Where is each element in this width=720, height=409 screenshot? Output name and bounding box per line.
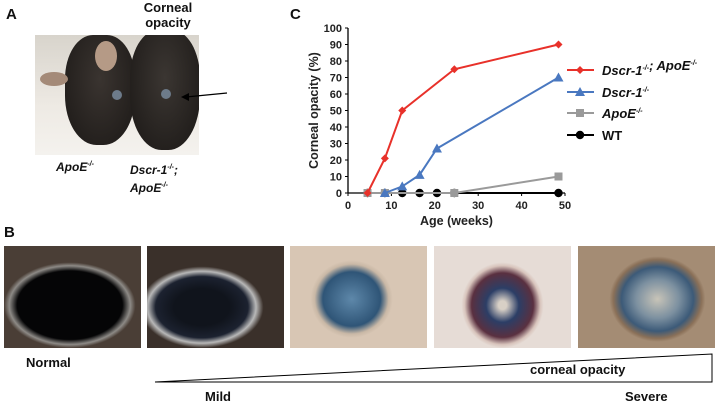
x-tick-label: 30 bbox=[472, 200, 484, 212]
eye-photo-severe bbox=[578, 246, 715, 348]
panel-b-label: B bbox=[4, 224, 15, 241]
legend-text: Dscr-1 bbox=[602, 85, 642, 100]
y-tick-label: 30 bbox=[330, 139, 342, 151]
x-tick-label: 50 bbox=[559, 200, 571, 212]
legend-item: Dscr-1-/- bbox=[567, 85, 650, 100]
data-point bbox=[397, 181, 408, 191]
data-point bbox=[380, 154, 389, 163]
legend-sup: -/- bbox=[636, 108, 643, 115]
y-tick-label: 70 bbox=[330, 73, 342, 85]
x-tick-label: 20 bbox=[429, 200, 441, 212]
legend-text: ; ApoE bbox=[649, 58, 691, 73]
data-point bbox=[414, 169, 425, 179]
data-point bbox=[554, 188, 563, 198]
series-triangle bbox=[379, 72, 564, 197]
legend-sup: -/- bbox=[690, 60, 697, 67]
y-tick-label: 20 bbox=[330, 155, 342, 167]
data-point bbox=[554, 172, 563, 181]
mild-label: Mild bbox=[205, 389, 231, 404]
normal-label: Normal bbox=[26, 355, 71, 370]
data-point bbox=[576, 66, 584, 74]
genotype-sup: -/- bbox=[167, 164, 174, 171]
data-point bbox=[431, 143, 442, 153]
data-point bbox=[575, 130, 585, 140]
data-point bbox=[576, 109, 584, 117]
panel-a-title: Corneal opacity bbox=[143, 0, 193, 30]
y-tick-label: 0 bbox=[336, 188, 342, 200]
y-tick-label: 10 bbox=[330, 172, 342, 184]
legend-label: ApoE-/- bbox=[601, 106, 643, 121]
panel-a-label: A bbox=[6, 6, 17, 23]
legend-label: Dscr-1-/-; ApoE-/- bbox=[602, 58, 698, 78]
y-axis-label: Corneal opacity (%) bbox=[307, 52, 321, 169]
legend-label: WT bbox=[602, 128, 622, 143]
legend-text: ApoE bbox=[601, 106, 636, 121]
genotype-sep: ; bbox=[173, 163, 178, 177]
y-tick-label: 40 bbox=[330, 122, 342, 134]
data-point bbox=[554, 40, 563, 49]
legend-text: WT bbox=[602, 128, 622, 143]
data-point bbox=[363, 189, 372, 197]
eye-photo-normal bbox=[4, 246, 141, 348]
data-point bbox=[398, 106, 407, 115]
data-point bbox=[450, 189, 459, 197]
x-tick-label: 0 bbox=[345, 200, 351, 212]
series-line bbox=[367, 175, 559, 194]
y-tick-label: 100 bbox=[324, 23, 342, 35]
legend-label: Dscr-1-/- bbox=[602, 85, 650, 100]
genotype-sup: -/- bbox=[161, 182, 168, 189]
x-tick-label: 40 bbox=[515, 200, 527, 212]
legend-item: Dscr-1-/-; ApoE-/- bbox=[567, 58, 698, 78]
y-tick-label: 60 bbox=[330, 89, 342, 101]
arrow-icon bbox=[181, 92, 228, 101]
legend-sup: -/- bbox=[642, 87, 649, 94]
y-tick-label: 80 bbox=[330, 56, 342, 68]
severe-label: Severe bbox=[625, 389, 668, 404]
y-tick-label: 50 bbox=[330, 106, 342, 118]
data-point bbox=[379, 188, 390, 197]
eye-photo-mild-1 bbox=[147, 246, 284, 348]
x-axis-label: Age (weeks) bbox=[420, 214, 493, 228]
genotype-text: ApoE bbox=[130, 181, 162, 195]
legend-sup: -/- bbox=[642, 65, 649, 72]
data-point bbox=[575, 87, 585, 96]
genotype-text: Dscr-1 bbox=[130, 163, 168, 177]
eye-photo-mild-2 bbox=[290, 246, 427, 348]
eye-photo-moderate bbox=[434, 246, 571, 348]
panel-c-label: C bbox=[290, 6, 301, 23]
legend-text: Dscr-1 bbox=[602, 63, 642, 78]
y-tick-label: 90 bbox=[330, 40, 342, 52]
genotype-apoe-label: ApoE-/- bbox=[56, 160, 94, 174]
genotype-text: ApoE bbox=[56, 160, 88, 174]
mice-photo bbox=[35, 35, 199, 155]
genotype-double-label: Dscr-1-/-; ApoE-/- bbox=[130, 160, 178, 196]
corneal-opacity-chart: 0 10 20 30 40 50 60 70 80 90 100 0 10 20 30 40 50 Age (we… bbox=[307, 23, 698, 228]
genotype-sup: -/- bbox=[87, 161, 94, 168]
corneal-opacity-scale-label: corneal opacity bbox=[530, 362, 626, 377]
legend-item: WT bbox=[567, 128, 622, 143]
series-diamond bbox=[363, 40, 563, 197]
x-tick-label: 10 bbox=[385, 200, 397, 212]
data-point bbox=[553, 72, 564, 82]
legend-item: ApoE-/- bbox=[567, 106, 643, 121]
data-point bbox=[450, 65, 459, 74]
